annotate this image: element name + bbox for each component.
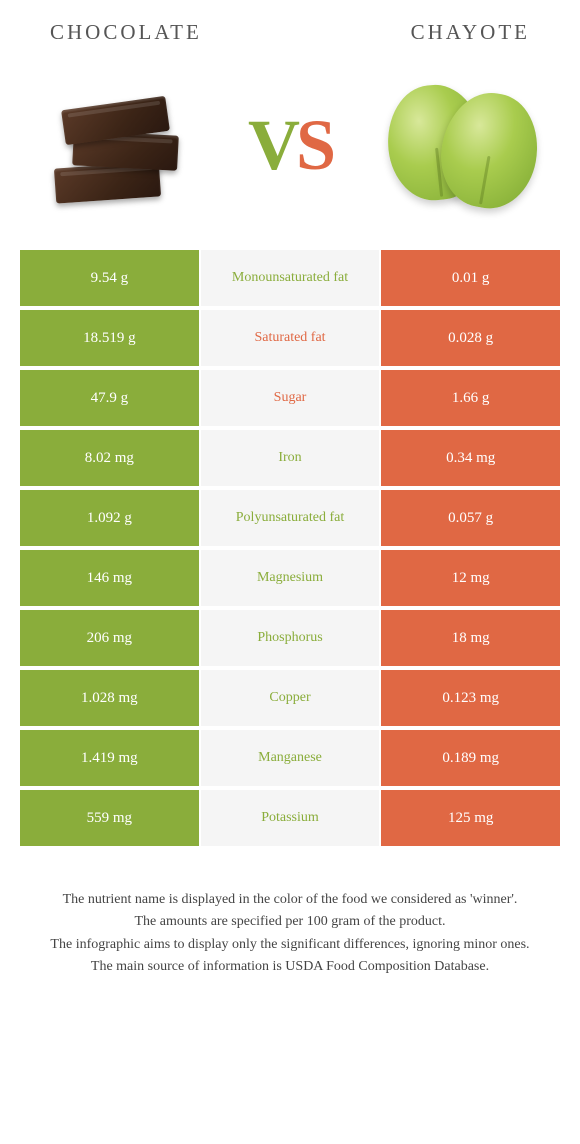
- nutrient-label-cell: Copper: [201, 670, 380, 726]
- right-value-cell: 0.057 g: [379, 490, 560, 546]
- right-value-cell: 1.66 g: [379, 370, 560, 426]
- nutrient-label-cell: Monounsaturated fat: [201, 250, 380, 306]
- left-value-cell: 1.419 mg: [20, 730, 201, 786]
- note-line: The amounts are specified per 100 gram o…: [30, 912, 550, 932]
- header: CHOCOLATE CHAYOTE: [0, 0, 580, 55]
- images-row: VS: [0, 55, 580, 250]
- footnotes: The nutrient name is displayed in the co…: [0, 850, 580, 999]
- left-value-cell: 18.519 g: [20, 310, 201, 366]
- nutrient-label-cell: Sugar: [201, 370, 380, 426]
- right-value-cell: 0.34 mg: [379, 430, 560, 486]
- table-row: 559 mgPotassium125 mg: [20, 790, 560, 846]
- table-row: 18.519 gSaturated fat0.028 g: [20, 310, 560, 366]
- right-value-cell: 125 mg: [379, 790, 560, 846]
- note-line: The infographic aims to display only the…: [30, 935, 550, 955]
- table-row: 8.02 mgIron0.34 mg: [20, 430, 560, 486]
- nutrient-label-cell: Manganese: [201, 730, 380, 786]
- table-row: 1.092 gPolyunsaturated fat0.057 g: [20, 490, 560, 546]
- left-value-cell: 9.54 g: [20, 250, 201, 306]
- vs-s: S: [296, 105, 332, 185]
- nutrient-label-cell: Magnesium: [201, 550, 380, 606]
- right-value-cell: 0.01 g: [379, 250, 560, 306]
- left-value-cell: 47.9 g: [20, 370, 201, 426]
- right-value-cell: 0.123 mg: [379, 670, 560, 726]
- chocolate-image: [40, 65, 200, 225]
- note-line: The main source of information is USDA F…: [30, 957, 550, 977]
- nutrient-label-cell: Polyunsaturated fat: [201, 490, 380, 546]
- note-line: The nutrient name is displayed in the co…: [30, 890, 550, 910]
- left-value-cell: 146 mg: [20, 550, 201, 606]
- left-value-cell: 1.092 g: [20, 490, 201, 546]
- table-row: 146 mgMagnesium12 mg: [20, 550, 560, 606]
- left-value-cell: 8.02 mg: [20, 430, 201, 486]
- right-value-cell: 0.028 g: [379, 310, 560, 366]
- right-value-cell: 18 mg: [379, 610, 560, 666]
- comparison-table: 9.54 gMonounsaturated fat0.01 g18.519 gS…: [0, 250, 580, 846]
- right-value-cell: 12 mg: [379, 550, 560, 606]
- table-row: 206 mgPhosphorus18 mg: [20, 610, 560, 666]
- table-row: 1.028 mgCopper0.123 mg: [20, 670, 560, 726]
- nutrient-label-cell: Phosphorus: [201, 610, 380, 666]
- left-value-cell: 1.028 mg: [20, 670, 201, 726]
- left-value-cell: 206 mg: [20, 610, 201, 666]
- vs-v: V: [248, 105, 296, 185]
- table-row: 9.54 gMonounsaturated fat0.01 g: [20, 250, 560, 306]
- table-row: 47.9 gSugar1.66 g: [20, 370, 560, 426]
- right-value-cell: 0.189 mg: [379, 730, 560, 786]
- table-row: 1.419 mgManganese0.189 mg: [20, 730, 560, 786]
- left-food-title: CHOCOLATE: [50, 20, 202, 45]
- nutrient-label-cell: Iron: [201, 430, 380, 486]
- chayote-image: [380, 65, 540, 225]
- nutrient-label-cell: Potassium: [201, 790, 380, 846]
- right-food-title: CHAYOTE: [411, 20, 530, 45]
- left-value-cell: 559 mg: [20, 790, 201, 846]
- infographic-container: CHOCOLATE CHAYOTE VS 9.54 gMonounsaturat…: [0, 0, 580, 999]
- nutrient-label-cell: Saturated fat: [201, 310, 380, 366]
- vs-label: VS: [248, 104, 332, 187]
